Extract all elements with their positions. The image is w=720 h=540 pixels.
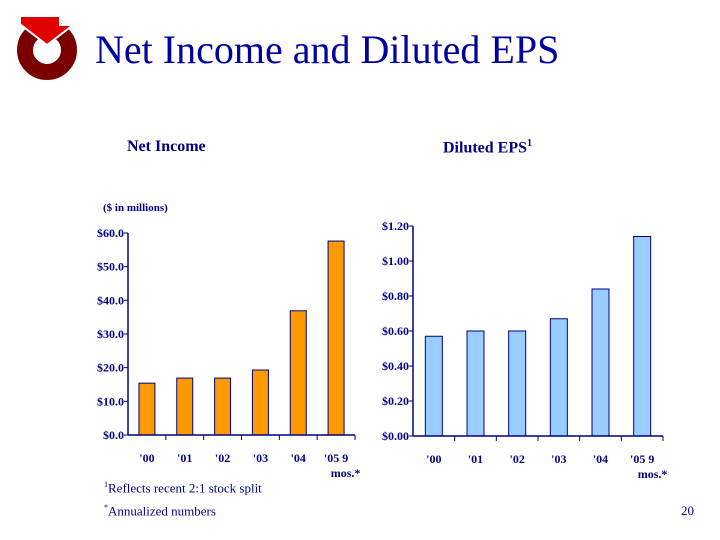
footnote-text: Reflects recent 2:1 stock split xyxy=(108,480,262,496)
y-tick-label: $20.0 xyxy=(97,361,124,375)
x-tick-label: '02 xyxy=(509,452,524,466)
y-tick-label: $1.20 xyxy=(382,219,409,233)
y-tick-label: $0.60 xyxy=(382,324,409,338)
x-tick-label: mos.* xyxy=(638,467,668,481)
x-tick-label: '01 xyxy=(177,451,192,465)
bar xyxy=(633,236,652,437)
x-tick-label: '00 xyxy=(426,452,441,466)
bar xyxy=(214,377,232,436)
bar xyxy=(251,369,269,436)
footnote-mark: * xyxy=(104,503,108,512)
eps-title-sup: 1 xyxy=(527,138,533,149)
x-tick-label: '03 xyxy=(253,451,268,465)
bar xyxy=(466,330,485,437)
eps-title: Diluted EPS1 xyxy=(443,138,532,157)
x-tick-label: '05 9 xyxy=(324,451,348,465)
x-tick-label: '04 xyxy=(593,452,608,466)
bar xyxy=(176,377,194,436)
bar xyxy=(549,318,568,437)
x-tick-label: '02 xyxy=(215,451,230,465)
y-tick-label: $10.0 xyxy=(97,394,124,408)
y-tick-label: $1.00 xyxy=(382,254,409,268)
bar xyxy=(424,335,443,437)
footnote-split: 1Reflects recent 2:1 stock split xyxy=(104,480,262,496)
y-tick-label: $30.0 xyxy=(97,327,124,341)
x-tick-label: mos.* xyxy=(331,466,361,480)
company-logo xyxy=(17,15,77,80)
footnote-mark: 1 xyxy=(104,480,108,489)
units-label: ($ in millions) xyxy=(103,202,168,214)
page-title: Net Income and Diluted EPS xyxy=(95,27,560,72)
x-tick-label: '05 9 xyxy=(630,452,654,466)
y-tick-label: $0.40 xyxy=(382,359,409,373)
y-tick-label: $0.00 xyxy=(382,429,409,443)
footnote-annualized: *Annualized numbers xyxy=(104,503,216,519)
net-income-title: Net Income xyxy=(127,138,206,155)
page-number: 20 xyxy=(681,503,694,518)
y-tick-label: $0.80 xyxy=(382,289,409,303)
x-tick-label: '00 xyxy=(139,451,154,465)
y-tick-label: $0.20 xyxy=(382,394,409,408)
bar xyxy=(138,382,156,436)
x-tick-label: '04 xyxy=(291,451,306,465)
bar xyxy=(289,310,307,436)
bar xyxy=(327,240,345,436)
y-tick-label: $0.0 xyxy=(103,428,124,442)
y-tick-label: $40.0 xyxy=(97,293,124,307)
x-tick-label: '03 xyxy=(551,452,566,466)
bar xyxy=(591,288,610,437)
y-tick-label: $50.0 xyxy=(97,260,124,274)
eps-title-text: Diluted EPS xyxy=(443,139,528,157)
bar xyxy=(508,330,527,437)
y-tick-label: $60.0 xyxy=(97,226,124,240)
footnote-text: Annualized numbers xyxy=(108,503,216,519)
x-tick-label: '01 xyxy=(468,452,483,466)
